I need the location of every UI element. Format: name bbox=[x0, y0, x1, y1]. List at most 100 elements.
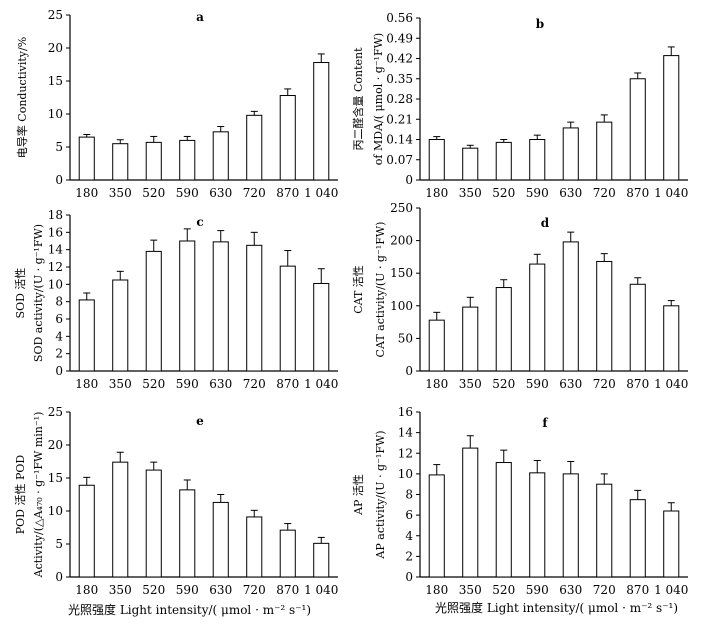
y-tick-label: 20 bbox=[48, 41, 63, 55]
y-tick-label: 14 bbox=[48, 243, 64, 257]
bar-870 bbox=[279, 265, 296, 372]
x-tick-label: 180 bbox=[75, 583, 98, 597]
panel-label: e bbox=[196, 414, 204, 428]
y-axis-label: SOD 活性 bbox=[13, 268, 27, 319]
y-tick-label: 15 bbox=[48, 471, 63, 485]
bar-520 bbox=[495, 462, 512, 578]
x-tick-label: 870 bbox=[276, 377, 299, 391]
bar-180 bbox=[428, 474, 445, 578]
x-tick-label: 720 bbox=[243, 377, 266, 391]
panel-label: d bbox=[541, 216, 550, 230]
x-tick-label: 180 bbox=[75, 186, 98, 200]
bar-590 bbox=[529, 472, 546, 578]
bar-630 bbox=[212, 131, 229, 181]
bar-720 bbox=[596, 483, 613, 578]
y-tick-label: 0 bbox=[405, 570, 413, 584]
x-tick-label: 720 bbox=[593, 583, 616, 597]
x-tick-label: 350 bbox=[109, 377, 132, 391]
x-tick-label: 720 bbox=[593, 186, 616, 200]
bar-350 bbox=[112, 461, 129, 578]
x-tick-label: 180 bbox=[75, 377, 98, 391]
x-tick-label: 1 040 bbox=[654, 377, 688, 391]
x-tick-label: 630 bbox=[209, 186, 232, 200]
bar-350 bbox=[462, 147, 479, 181]
bar-720 bbox=[246, 114, 263, 181]
y-tick-label: 0.21 bbox=[386, 112, 413, 126]
x-tick-label: 180 bbox=[425, 583, 448, 597]
bar-1040 bbox=[313, 282, 330, 372]
y-tick-label: 0 bbox=[405, 173, 413, 187]
y-tick-label: 0.42 bbox=[386, 52, 413, 66]
x-tick-label: 1 040 bbox=[304, 186, 338, 200]
y-axis-label: 丙二醛含量 Content bbox=[351, 47, 365, 151]
panel-label: f bbox=[542, 416, 548, 430]
bar-870 bbox=[629, 499, 646, 578]
x-tick-label: 350 bbox=[459, 186, 482, 200]
y-axis-label: Activity/(△A₄₇₀ · g⁻¹FW min⁻¹) bbox=[32, 412, 45, 579]
panel-d: 0 50 100 150 200 250 180 350 520 590 630 720 870 1 04… bbox=[351, 201, 688, 391]
bar-1040 bbox=[313, 542, 330, 578]
panel-e: 0 5 10 15 20 25 180 350 520 590 630 720 870 1 040 e POD… bbox=[13, 405, 338, 597]
y-axis-label: CAT activity/(U · g⁻¹FW) bbox=[374, 222, 387, 358]
x-tick-label: 870 bbox=[626, 377, 649, 391]
y-tick-label: 10 bbox=[48, 277, 63, 291]
x-tick-label: 630 bbox=[209, 583, 232, 597]
x-tick-label: 870 bbox=[276, 583, 299, 597]
x-tick-label: 870 bbox=[626, 583, 649, 597]
y-tick-label: 0.28 bbox=[386, 92, 413, 106]
bar-520 bbox=[495, 141, 512, 181]
bar-630 bbox=[212, 241, 229, 372]
x-axis-title-left: 光照强度 Light intensity/( μmol · m⁻² s⁻¹) bbox=[68, 602, 311, 617]
x-tick-label: 720 bbox=[243, 583, 266, 597]
y-tick-label: 2 bbox=[405, 549, 413, 563]
y-tick-label: 20 bbox=[48, 438, 63, 452]
bar-720 bbox=[246, 244, 263, 372]
y-tick-label: 0 bbox=[55, 364, 63, 378]
x-tick-label: 870 bbox=[276, 186, 299, 200]
y-tick-label: 0 bbox=[55, 570, 63, 584]
y-tick-label: 18 bbox=[48, 208, 63, 222]
bar-870 bbox=[629, 78, 646, 181]
panel-f: 0 2 4 6 8 10 12 14 16 180 350 520 590 630 720 870 1 040 f… bbox=[351, 405, 688, 597]
x-tick-label: 350 bbox=[109, 583, 132, 597]
y-tick-label: 8 bbox=[55, 295, 63, 309]
bar-180 bbox=[428, 139, 445, 181]
x-tick-label: 350 bbox=[459, 377, 482, 391]
y-tick-label: 0.07 bbox=[386, 153, 413, 167]
y-tick-label: 0 bbox=[55, 173, 63, 187]
y-tick-label: 4 bbox=[55, 329, 63, 343]
bar-630 bbox=[562, 473, 579, 578]
bar-630 bbox=[562, 127, 579, 181]
bar-180 bbox=[428, 319, 445, 372]
x-tick-label: 590 bbox=[176, 583, 199, 597]
x-tick-label: 180 bbox=[425, 186, 448, 200]
y-tick-label: 16 bbox=[48, 225, 63, 239]
x-axis-title-right: 光照强度 Light intensity/( μmol · m⁻² s⁻¹) bbox=[435, 600, 678, 615]
bar-870 bbox=[629, 283, 646, 372]
x-tick-label: 720 bbox=[593, 377, 616, 391]
y-tick-label: 4 bbox=[405, 529, 413, 543]
y-tick-label: 6 bbox=[55, 312, 63, 326]
y-axis-label: CAT 活性 bbox=[351, 265, 365, 314]
x-tick-label: 520 bbox=[142, 377, 165, 391]
panel-label: a bbox=[196, 10, 204, 24]
x-tick-label: 590 bbox=[526, 377, 549, 391]
x-tick-label: 590 bbox=[526, 583, 549, 597]
x-tick-label: 630 bbox=[559, 186, 582, 200]
bar-1040 bbox=[663, 55, 680, 181]
y-axis-label: SOD activity/(U · g⁻¹FW) bbox=[32, 224, 45, 362]
bar-630 bbox=[212, 501, 229, 578]
y-tick-label: 200 bbox=[390, 234, 413, 248]
y-axis-label: of MDA/( μmol · g⁻¹FW) bbox=[372, 33, 385, 165]
bar-180 bbox=[78, 299, 95, 372]
bar-520 bbox=[145, 141, 162, 181]
y-tick-label: 5 bbox=[55, 140, 63, 154]
x-tick-label: 630 bbox=[209, 377, 232, 391]
x-tick-label: 590 bbox=[176, 186, 199, 200]
y-tick-label: 150 bbox=[390, 266, 413, 280]
bar-720 bbox=[596, 121, 613, 181]
y-axis-label: POD 活性 POD bbox=[13, 455, 27, 535]
x-tick-label: 350 bbox=[109, 186, 132, 200]
